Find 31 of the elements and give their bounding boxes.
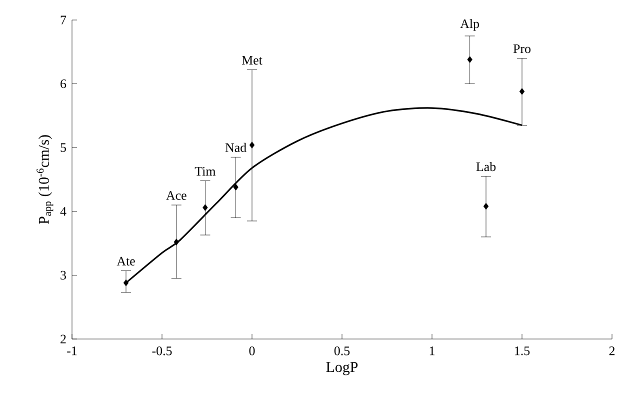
annotation: Pro: [513, 44, 531, 54]
annotation: Ate: [116, 256, 135, 266]
annotation: Tim: [194, 167, 216, 176]
point: [519, 88, 525, 95]
x-tick-label: 1: [430, 346, 434, 356]
x-tick-label: 2: [609, 346, 615, 356]
point: [467, 56, 472, 63]
y-tick-label: 2: [60, 334, 66, 344]
y-tick-label: 3: [60, 270, 66, 280]
y-axis-title: P$_{app}$ (10$^{-6}$cm/s): [36, 135, 54, 224]
point: [249, 142, 255, 148]
point: [123, 279, 129, 286]
annotation: Alp: [460, 19, 480, 31]
x-tick-label: 1.5: [515, 346, 530, 356]
y-tick-label: 6: [60, 79, 66, 88]
point: [233, 184, 238, 191]
annotation: Ace: [166, 191, 186, 200]
annotation: Nad: [225, 142, 246, 152]
y-tick-label: 7: [60, 16, 66, 24]
x-tick-label: -0.5: [152, 346, 172, 356]
annotation: Met: [242, 56, 262, 65]
annotation: Lab: [476, 162, 496, 172]
x-tick-label: 0.5: [334, 346, 350, 356]
point: [174, 238, 179, 246]
y-tick-label: 4: [60, 207, 66, 216]
x-tick-label: -1: [67, 346, 77, 356]
point: [202, 204, 208, 211]
y-tick-label: 5: [60, 143, 66, 152]
point: [483, 202, 489, 210]
x-axis-title: LogP: [326, 362, 358, 376]
x-tick-label: 0: [249, 346, 255, 356]
